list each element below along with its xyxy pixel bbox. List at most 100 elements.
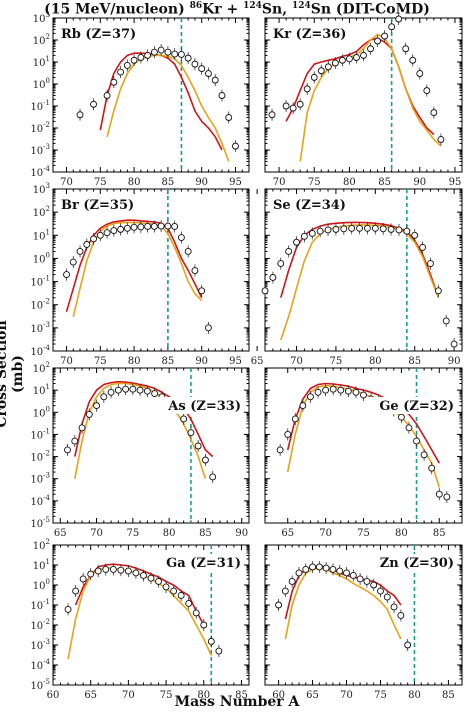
data-point (324, 60, 332, 73)
data-marker (309, 563, 317, 571)
data-point (363, 575, 371, 588)
data-point (140, 569, 147, 582)
data-point (171, 48, 179, 61)
data-marker (300, 232, 308, 240)
data-point (360, 389, 367, 402)
data-marker (322, 564, 330, 572)
data-point (114, 384, 122, 397)
data-marker (285, 248, 293, 255)
data-marker (164, 222, 172, 230)
data-marker (349, 572, 357, 579)
data-point (144, 49, 152, 62)
data-point (395, 13, 403, 26)
data-point (93, 399, 101, 412)
x-tick-label: 75 (94, 356, 107, 367)
x-tick-label: 80 (197, 690, 210, 701)
panel-4: 65 70 75 80 85 90 Se (Z=34) (251, 188, 463, 367)
panel-7: 60 65 70 75 80 85 10-5 10-4 10-3 10-2 10-1 100 101 10… (30, 538, 250, 701)
data-point (275, 599, 283, 611)
x-tick-label: 75 (330, 356, 343, 367)
data-marker (117, 68, 125, 76)
y-tick-label: 10-3 (30, 472, 50, 486)
data-marker (434, 287, 442, 295)
data-point (411, 229, 419, 242)
x-tick-label: 70 (90, 528, 103, 539)
y-tick-label: 10-4 (30, 344, 50, 358)
data-point (288, 575, 296, 588)
panel-3: 70 75 80 85 90 95 10-4 10-3 10-2 10-1 100 101 102 103… (30, 182, 250, 367)
data-marker (117, 566, 125, 574)
data-marker (324, 63, 332, 71)
x-tick-label: 80 (163, 528, 176, 539)
data-point (289, 102, 297, 115)
data-point (94, 565, 102, 578)
data-point (122, 383, 130, 396)
data-point (420, 448, 428, 461)
data-marker (310, 73, 318, 81)
data-point (198, 62, 206, 75)
data-marker (352, 388, 360, 396)
data-point (299, 399, 307, 412)
data-point (388, 20, 396, 33)
data-point (164, 220, 172, 233)
data-point (85, 408, 93, 421)
y-tick-label: 10-2 (30, 618, 50, 632)
panel-5: 65 70 75 80 85 90 10-5 10-4 10-3 10-2 10-1 100 101 10… (30, 361, 250, 539)
data-point (370, 579, 378, 591)
data-point (117, 66, 125, 79)
data-point (171, 220, 179, 233)
x-tick-label: 85 (408, 356, 421, 367)
data-marker (157, 46, 165, 54)
data-marker (356, 224, 364, 232)
y-tick-label: 10-5 (30, 516, 50, 530)
data-point (109, 563, 117, 576)
data-marker (90, 100, 98, 108)
data-point (170, 585, 178, 598)
x-tick-label: 60 (272, 690, 285, 701)
data-point (164, 46, 172, 59)
data-marker (317, 67, 325, 75)
series-red-line (74, 380, 214, 458)
data-point (419, 241, 427, 254)
y-tick-label: 101 (33, 55, 50, 69)
x-tick-label: 65 (251, 356, 264, 367)
panel-6: 65 70 75 80 85 Ge (Z=32) (264, 367, 463, 539)
data-point (137, 220, 145, 233)
data-marker (419, 243, 427, 251)
data-marker (177, 234, 185, 241)
panel-label-bg (366, 397, 456, 414)
x-tick-label: 65 (281, 528, 294, 539)
data-point (90, 232, 98, 245)
data-point (76, 108, 84, 121)
data-marker (185, 599, 193, 607)
data-marker (360, 391, 367, 399)
data-point (261, 284, 269, 297)
data-marker (363, 578, 371, 585)
data-marker (282, 102, 290, 110)
x-tick-label: 90 (235, 528, 248, 539)
data-marker (207, 638, 215, 645)
data-marker (299, 402, 307, 410)
data-point (302, 563, 310, 576)
data-point (215, 645, 223, 658)
x-tick-label: 70 (290, 356, 303, 367)
data-point (79, 572, 87, 585)
data-marker (124, 567, 132, 575)
panel-frame (52, 188, 250, 352)
data-marker (215, 647, 223, 655)
x-tick-label: 75 (374, 690, 387, 701)
data-marker (397, 413, 405, 421)
data-point (397, 411, 405, 424)
data-point (232, 140, 239, 153)
x-tick-label: 80 (128, 356, 141, 367)
data-marker (147, 574, 155, 582)
x-tick-label: 70 (340, 690, 353, 701)
data-point (218, 89, 226, 102)
data-point (322, 562, 330, 575)
data-marker (129, 385, 137, 393)
data-point (317, 64, 325, 77)
data-marker (110, 227, 118, 235)
data-marker (277, 260, 285, 268)
data-point (293, 236, 300, 249)
data-marker (383, 593, 391, 601)
